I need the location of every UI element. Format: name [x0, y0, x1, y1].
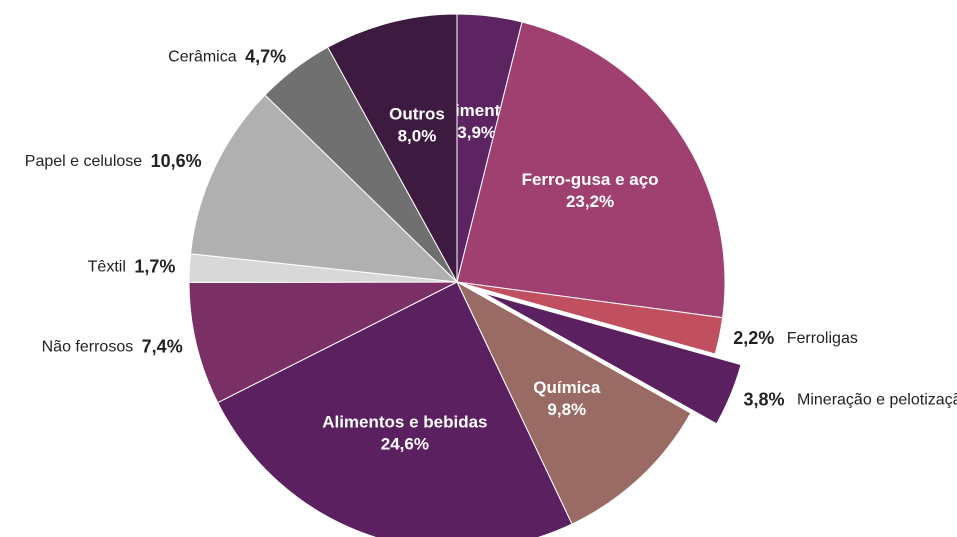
slice-label: Cerâmica: [168, 49, 237, 66]
slice-label: Química: [533, 378, 601, 397]
pie-slice: [188, 281, 458, 404]
slice-label: Têxtil: [88, 259, 126, 276]
pie-slice: [482, 292, 742, 425]
slice-value-label: 7,4%: [142, 336, 183, 356]
slice-value-label: 10,6%: [151, 151, 202, 171]
outside-label: Cerâmica 4,7%: [168, 46, 286, 66]
pie-slice: [455, 280, 692, 525]
slice-value-label: 23,2%: [566, 192, 614, 211]
pie-slice: [327, 13, 458, 283]
slice-value-label: 8,0%: [398, 127, 437, 146]
pie-slice: [456, 281, 724, 355]
slice-label: Alimentos e bebidas: [322, 413, 487, 432]
slice-label: Não ferrosos: [42, 339, 134, 356]
slice-value-label: 9,8%: [547, 400, 586, 419]
slice-label: Mineração e pelotização: [797, 392, 957, 409]
slice-label: Ferroligas: [787, 330, 858, 347]
slice-value-label: 2,2%: [733, 328, 774, 348]
slice-value-label: 3,9%: [457, 123, 496, 142]
slice-label: Cimento: [443, 101, 511, 120]
slice-value-label: 3,8%: [744, 389, 785, 409]
outside-label: 2,2% Ferroligas: [733, 328, 858, 348]
outside-label: Não ferrosos 7,4%: [42, 336, 183, 356]
outside-label: Têxtil 1,7%: [88, 256, 176, 276]
slice-label: Outros: [389, 105, 445, 124]
pie-slice: [189, 94, 459, 283]
slice-label: Papel e celulose: [25, 153, 143, 170]
outside-label: Papel e celulose 10,6%: [25, 151, 202, 171]
slice-value-label: 24,6%: [381, 435, 429, 454]
outside-label: 3,8% Mineração e pelotização: [744, 389, 957, 409]
slice-value-label: 4,7%: [245, 46, 286, 66]
slice-value-label: 1,7%: [134, 256, 175, 276]
pie-slice: [456, 21, 726, 319]
pie-slice: [217, 281, 573, 537]
slice-label: Ferro-gusa e aço: [522, 170, 659, 189]
